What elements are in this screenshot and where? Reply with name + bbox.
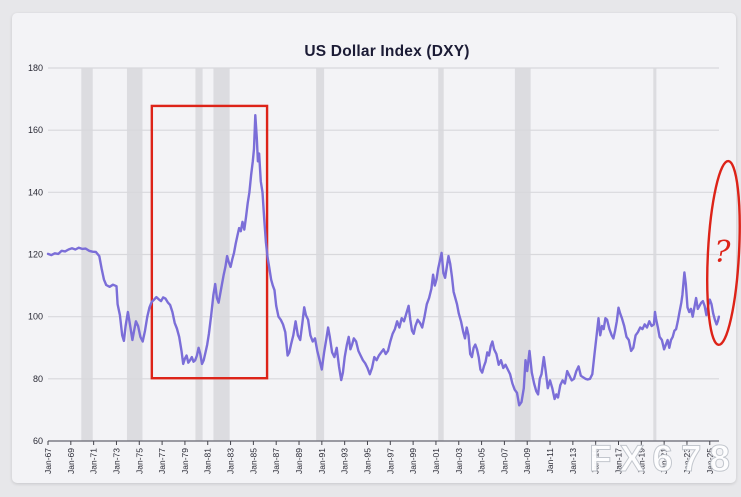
x-tick-label: Jan-85 [248, 448, 258, 474]
watermark: FX678 [588, 438, 738, 480]
x-tick-label: Jan-69 [66, 448, 76, 474]
x-tick-label: Jan-11 [545, 448, 555, 474]
x-tick-label: Jan-23 [682, 448, 692, 474]
x-tick-label: Jan-71 [89, 448, 99, 474]
annotation-ellipse [706, 159, 741, 347]
y-tick-label: 100 [28, 312, 43, 322]
x-tick-label: Jan-25 [705, 448, 715, 474]
x-tick-label: Jan-67 [43, 448, 53, 474]
y-tick-label: 60 [33, 436, 43, 446]
x-tick-label: Jan-75 [134, 448, 144, 474]
x-tick-label: Jan-05 [477, 448, 487, 474]
x-tick-label: Jan-95 [362, 448, 372, 474]
x-tick-label: Jan-19 [636, 448, 646, 474]
x-tick-label: Jan-13 [568, 448, 578, 474]
x-tick-label: Jan-93 [340, 448, 350, 474]
x-tick-label: Jan-07 [499, 448, 509, 474]
dxy-line [46, 113, 721, 407]
x-tick-label: Jan-01 [431, 448, 441, 474]
x-tick-label: Jan-83 [226, 448, 236, 474]
y-tick-label: 180 [28, 63, 43, 73]
y-tick-label: 80 [33, 374, 43, 384]
x-tick-label: Jan-73 [111, 448, 121, 474]
x-tick-label: Jan-79 [180, 448, 190, 474]
x-tick-label: Jan-77 [157, 448, 167, 474]
x-tick-label: Jan-91 [317, 448, 327, 474]
y-tick-label: 120 [28, 250, 43, 260]
y-tick-label: 140 [28, 187, 43, 197]
x-tick-label: Jan-87 [271, 448, 281, 474]
x-tick-label: Jan-03 [454, 448, 464, 474]
annotation-question-mark: ? [714, 235, 731, 270]
y-tick-label: 160 [28, 125, 43, 135]
x-tick-label: Jan-81 [203, 448, 213, 474]
x-tick-label: Jan-21 [659, 448, 669, 474]
x-tick-label: Jan-09 [522, 448, 532, 474]
x-tick-label: Jan-15 [591, 448, 601, 474]
chart-title: US Dollar Index (DXY) [304, 43, 470, 60]
x-tick-label: Jan-97 [385, 448, 395, 474]
x-tick-label: Jan-89 [294, 448, 304, 474]
x-tick-label: Jan-17 [614, 448, 624, 474]
x-tick-label: Jan-99 [408, 448, 418, 474]
